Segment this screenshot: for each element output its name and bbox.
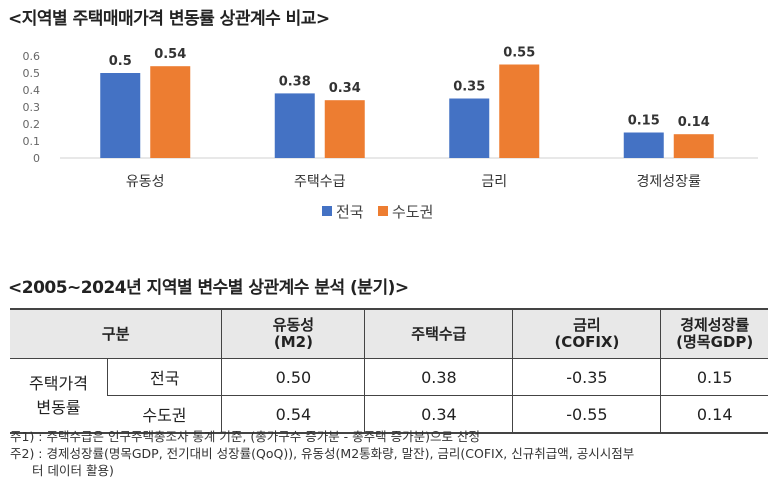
footnotes: 주1) : 주택수급은 인구주택총조사 통계 기준, (총가구수 증가분 - 총… [10,428,634,479]
y-tick-label: 0.3 [23,101,41,114]
footnote: 주1) : 주택수급은 인구주택총조사 통계 기준, (총가구수 증가분 - 총… [10,429,480,444]
correlation-table: 구분 유동성 (M2) 주택수급 금리 (COFIX) 경제성장률 (명목GDP… [10,308,768,434]
bar-수도권 [499,64,540,158]
bar-전국 [449,98,490,158]
bar-chart: 0 0.1 0.2 0.3 0.4 0.5 0.6 0.5 0.54 유동성 0.38 0.34 주택수… [23,46,758,221]
y-tick-label: 0.2 [23,118,41,131]
region-cell: 수도권 [107,395,222,434]
region-cell: 전국 [106,358,222,396]
table-header-row: 구분 유동성 (M2) 주택수급 금리 (COFIX) 경제성장률 (명목GDP… [10,308,768,359]
legend-label: 전국 [336,203,364,221]
data-label: 0.5 [109,54,132,69]
y-tick-label: 0.4 [23,84,41,97]
y-tick-label: 0 [33,152,40,165]
x-tick-label: 금리 [481,174,507,190]
chart-title: <지역별 주택매매가격 변동률 상관계수 비교> [8,9,330,29]
value-cell: -0.35 [512,358,661,396]
legend-label: 수도권 [392,203,433,221]
bar-수도권 [150,66,191,158]
y-tick-label: 0.6 [23,50,41,63]
value-cell: 0.14 [660,395,768,434]
header-cell: 금리 (COFIX) [512,308,661,359]
header-cell: 주택수급 [364,308,513,359]
header-cell: 구분 [10,308,222,359]
table-row: 주택가격 변동률 전국 0.50 0.38 -0.35 0.15 [10,358,768,434]
y-tick-label: 0.5 [23,67,41,80]
value-cell: 0.54 [221,395,365,434]
data-label: 0.54 [154,47,186,62]
table-title: <2005~2024년 지역별 변수별 상관계수 분석 (분기)> [8,278,409,298]
value-cell: 0.50 [221,358,365,396]
bar-전국 [274,93,315,158]
x-tick-label: 경제성장률 [637,174,702,190]
value-cell: -0.55 [512,395,661,434]
data-label: 0.15 [628,114,660,129]
value-cell: 0.34 [364,395,513,434]
bar-수도권 [324,100,365,158]
value-cell: 0.38 [364,358,513,396]
header-cell: 경제성장률 (명목GDP) [660,308,768,359]
data-label: 0.38 [279,74,311,89]
legend-swatch [378,206,388,216]
footnote: 주2) : 경제성장률(명목GDP, 전기대비 성장률(QoQ)), 유동성(M… [10,446,635,461]
x-tick-label: 유동성 [126,174,165,190]
value-cell: 0.15 [660,358,768,396]
data-label: 0.55 [503,46,535,61]
data-label: 0.35 [453,80,485,95]
data-label: 0.34 [329,81,361,96]
header-cell: 유동성 (M2) [221,308,365,359]
bar-전국 [100,73,141,158]
table-row: 수도권 0.54 0.34 -0.55 0.14 [10,395,768,434]
bar-전국 [623,132,664,158]
y-tick-label: 0.1 [23,135,41,148]
x-tick-label: 주택수급 [294,174,346,190]
legend-swatch [322,206,332,216]
footnote: 터 데이터 활용) [32,463,114,478]
data-label: 0.14 [678,115,710,130]
bar-수도권 [673,134,714,158]
group-label: 주택가격 변동률 [10,358,108,434]
